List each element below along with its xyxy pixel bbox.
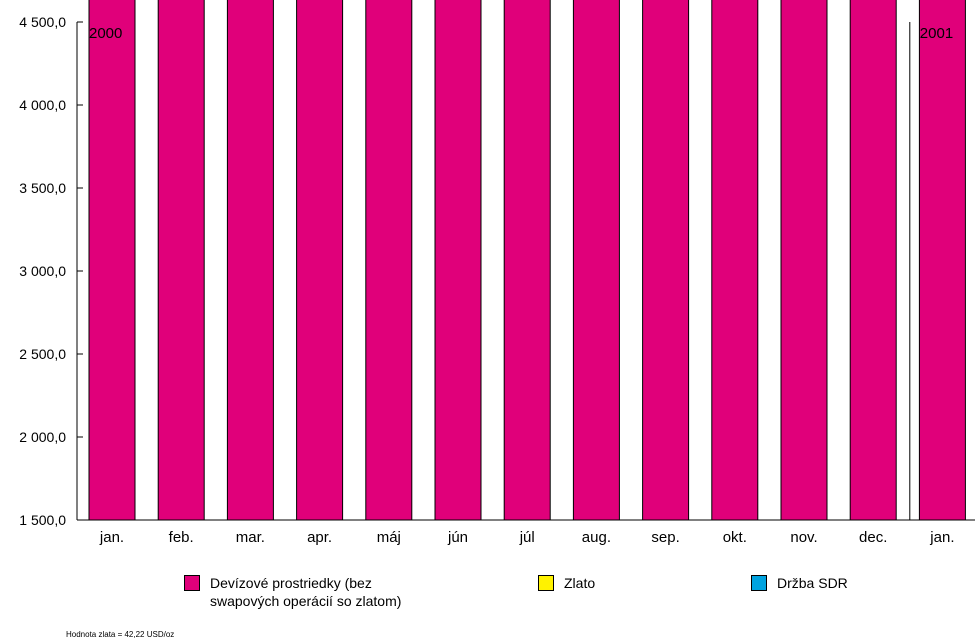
x-tick-label: júl (519, 529, 535, 546)
y-tick-label: 4 500,0 (19, 14, 66, 30)
bar-segment-0-11 (849, 0, 897, 521)
bar-segment-0-0 (88, 0, 136, 521)
legend-item-zlato: Zlato (538, 574, 595, 592)
bar-segment-0-4 (365, 0, 413, 521)
bar-segment-0-10 (780, 0, 828, 521)
legend-item-sdr: Držba SDR (751, 574, 848, 592)
y-tick-label: 2 000,0 (19, 429, 66, 445)
legend-swatch-zlato (538, 575, 554, 591)
legend-label-line1: Devízové prostriedky (bez (210, 575, 372, 591)
x-tick-label: apr. (307, 529, 332, 546)
bar-segment-0-5 (434, 0, 482, 521)
bar-segment-0-7 (572, 0, 620, 521)
x-tick-label: jan. (929, 529, 954, 546)
x-tick-label: jún (447, 529, 468, 546)
year-label-2001: 2001 (920, 25, 953, 42)
x-tick-label: feb. (169, 529, 194, 546)
gold-value-note: Hodnota zlata = 42,22 USD/oz (66, 630, 175, 639)
legend-label-deviz: Devízové prostriedky (bez swapových oper… (210, 574, 401, 610)
x-tick-label: aug. (582, 529, 611, 546)
legend-label-line2: swapových operácií so zlatom) (210, 593, 402, 609)
y-tick-label: 4 000,0 (19, 97, 66, 113)
y-tick-label: 1 500,0 (19, 512, 66, 528)
bar-segment-0-12 (918, 0, 966, 521)
x-tick-label: okt. (723, 529, 747, 546)
bar-segment-0-2 (226, 0, 274, 521)
y-tick-label: 2 500,0 (19, 346, 66, 362)
bar-segment-0-8 (642, 0, 690, 521)
x-tick-label: máj (377, 529, 401, 546)
x-tick-label: mar. (236, 529, 265, 546)
bar-segment-0-3 (296, 0, 344, 521)
legend-swatch-sdr (751, 575, 767, 591)
x-tick-label: jan. (99, 529, 124, 546)
bar-segment-0-9 (711, 0, 759, 521)
x-tick-label: sep. (651, 529, 679, 546)
year-label-2000: 2000 (89, 25, 122, 42)
legend-swatch-deviz (184, 575, 200, 591)
x-tick-label: nov. (790, 529, 817, 546)
x-tick-label: dec. (859, 529, 887, 546)
legend-item-deviz: Devízové prostriedky (bez swapových oper… (184, 574, 484, 610)
y-tick-label: 3 000,0 (19, 263, 66, 279)
legend-label-sdr: Držba SDR (777, 575, 848, 591)
bar-segment-0-6 (503, 0, 551, 521)
y-tick-label: 3 500,0 (19, 180, 66, 196)
legend-label-zlato: Zlato (564, 575, 596, 591)
bar-segment-0-1 (157, 0, 205, 521)
